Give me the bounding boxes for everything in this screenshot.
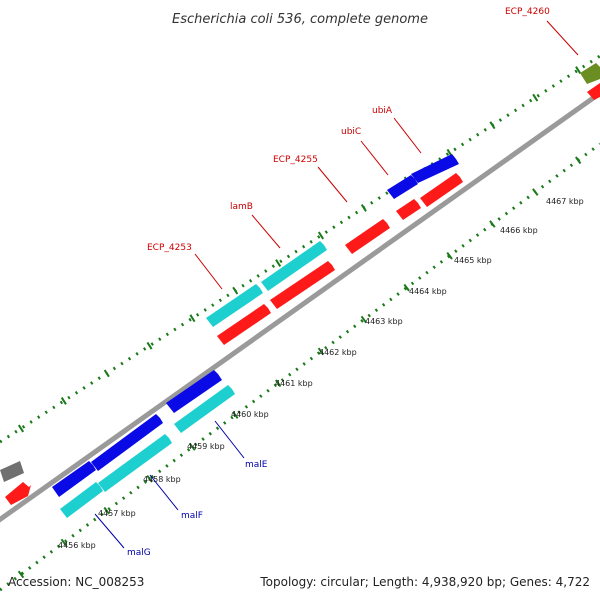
tick-label: 4459 kbp [187,442,225,451]
leader-line [360,140,389,176]
tick-label: 4456 kbp [58,541,96,550]
upper-dotted-track [0,54,600,444]
major-tick [103,506,110,515]
leader-line [393,117,422,154]
gene-block-red[interactable] [5,482,31,505]
leader-line [194,253,223,290]
major-tick [17,424,25,433]
major-tick [489,220,496,228]
gene-block-red[interactable] [270,261,335,309]
major-tick [532,93,539,102]
major-tick [489,121,496,130]
major-tick [532,188,539,196]
major-tick [232,411,239,419]
tick-label: 4463 kbp [365,317,403,326]
gene-block-gray[interactable] [0,461,24,482]
tick-label: 4460 kbp [231,410,269,419]
gene-block-cyan[interactable] [174,385,235,433]
lower-major-ticks [17,156,582,579]
map-title: Escherichia coli 536, complete genome [172,12,428,27]
major-tick [360,204,367,212]
gene-label[interactable]: malG [127,548,151,558]
gene-block-red[interactable] [345,219,390,254]
tick-label: 4467 kbp [546,197,584,206]
tick-label: 4465 kbp [454,256,492,265]
gene-label[interactable]: ubiC [341,127,361,137]
major-tick [146,341,153,350]
gene-block-red[interactable] [217,304,271,345]
major-tick [274,379,282,388]
gene-label[interactable]: malE [245,460,268,470]
gene-label[interactable]: ubiA [372,106,393,116]
leader-line [214,420,245,459]
lower-dotted-track [0,142,600,592]
major-tick [60,397,67,405]
upper-major-ticks [17,66,582,433]
leader-line [317,166,348,203]
tick-labels: 4456 kbp 4457 kbp 4458 kbp 4459 kbp 4460… [58,197,584,550]
tick-label: 4466 kbp [500,226,538,235]
genome-backbone [0,90,600,523]
gene-block-blue[interactable] [166,370,222,413]
major-tick [103,369,110,378]
major-tick [360,315,368,324]
tick-label: 4462 kbp [319,348,357,357]
leader-line [149,474,179,511]
accession-text: Accession: NC_008253 [8,575,144,589]
gene-block-red[interactable] [420,173,463,207]
tick-label: 4464 kbp [409,287,447,296]
major-tick [17,570,25,579]
gene-block-blue[interactable] [411,154,459,183]
gene-label[interactable]: ECP_4253 [147,243,192,253]
gene-block-cyan[interactable] [206,284,263,327]
gene-block-cyan[interactable] [60,482,103,518]
tick-label: 4458 kbp [143,475,181,484]
major-tick [575,66,582,74]
tick-label: 4461 kbp [275,379,313,388]
major-tick [232,286,239,295]
genome-summary-text: Topology: circular; Length: 4,938,920 bp… [259,575,590,589]
major-tick [317,347,325,356]
major-tick [189,443,196,451]
gene-features [0,63,600,518]
gene-block-blue[interactable] [387,175,418,199]
major-tick [574,156,582,165]
major-tick [189,314,196,323]
gene-labels: ECP_4253 lamB ECP_4255 ubiC ubiA ECP_426… [127,7,550,558]
gene-label[interactable]: ECP_4260 [505,7,550,17]
gene-label[interactable]: ECP_4255 [273,155,318,165]
major-tick [317,231,325,240]
leader-lines [94,20,579,549]
leader-line [94,513,125,549]
leader-line [251,214,281,249]
gene-label[interactable]: lamB [230,202,253,212]
gene-block-olive[interactable] [580,63,600,84]
leader-line [546,20,579,56]
major-tick [403,283,410,292]
major-tick [446,252,453,260]
major-tick [60,538,68,547]
gene-block-red[interactable] [396,199,421,220]
gene-block-cyan[interactable] [98,434,172,492]
gene-label[interactable]: malF [181,511,203,521]
gene-block-cyan[interactable] [261,241,327,291]
gene-block-red[interactable] [587,83,600,100]
major-tick [275,259,282,267]
tick-label: 4457 kbp [98,509,136,518]
major-tick [146,475,153,483]
gene-block-blue[interactable] [52,461,96,497]
gene-block-blue[interactable] [91,414,163,471]
